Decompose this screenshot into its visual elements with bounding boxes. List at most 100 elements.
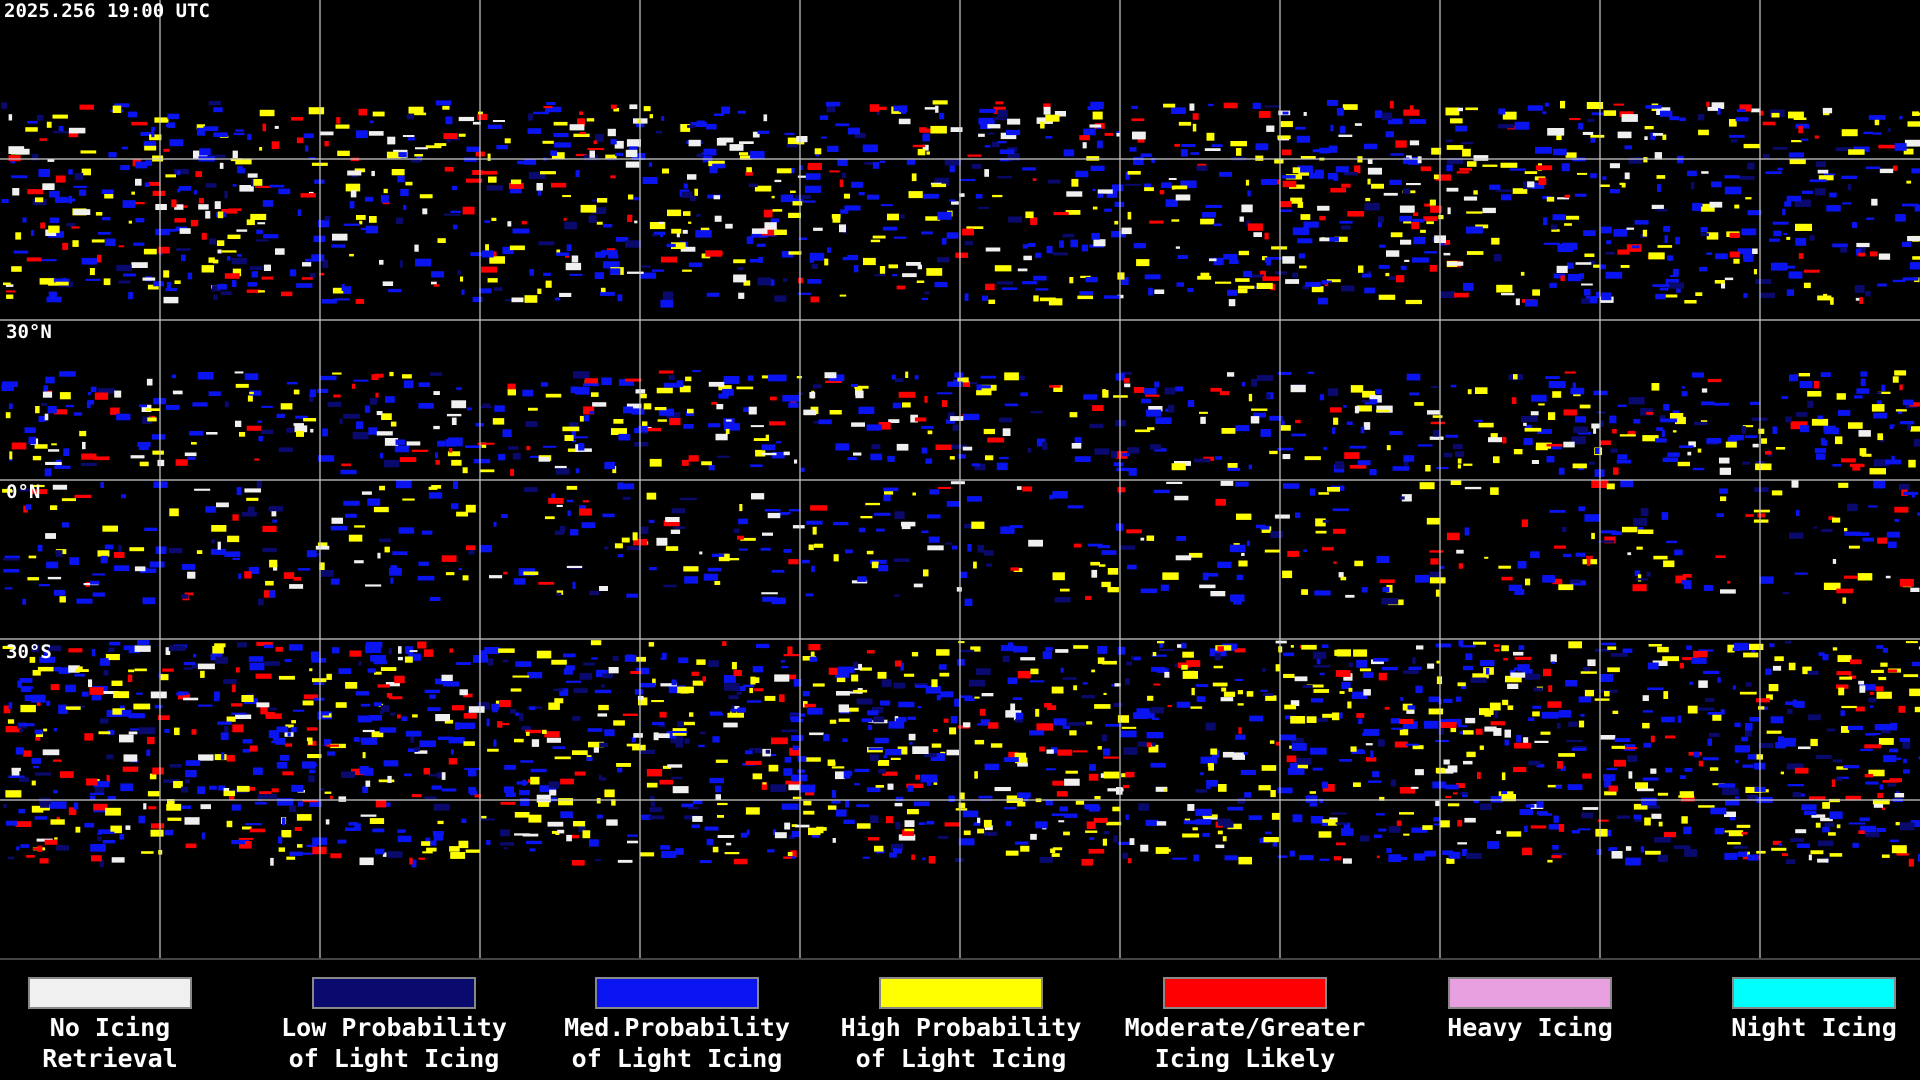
icing-pixel bbox=[896, 443, 909, 451]
icing-pixel bbox=[1553, 148, 1567, 156]
icing-pixel bbox=[1637, 574, 1642, 582]
icing-pixel bbox=[1824, 822, 1835, 827]
icing-pixel bbox=[360, 227, 377, 231]
icing-pixel bbox=[977, 828, 985, 834]
icing-pixel bbox=[275, 737, 286, 745]
icing-pixel bbox=[915, 684, 927, 688]
icing-pixel bbox=[39, 656, 56, 663]
icing-pixel bbox=[193, 190, 198, 195]
icing-pixel bbox=[394, 445, 409, 453]
icing-pixel bbox=[1318, 492, 1330, 495]
icing-pixel bbox=[1196, 696, 1206, 702]
icing-pixel bbox=[481, 815, 487, 821]
icing-pixel bbox=[1294, 676, 1308, 682]
icing-pixel bbox=[332, 372, 342, 375]
icing-pixel bbox=[370, 655, 386, 662]
icing-pixel bbox=[1861, 453, 1872, 457]
icing-pixel bbox=[1497, 124, 1514, 129]
icing-pixel bbox=[791, 831, 800, 838]
icing-pixel bbox=[1896, 852, 1909, 856]
icing-pixel bbox=[465, 445, 482, 448]
icing-pixel bbox=[1346, 421, 1353, 425]
icing-pixel bbox=[465, 849, 481, 853]
icing-pixel bbox=[294, 425, 308, 433]
icing-pixel bbox=[1484, 726, 1497, 732]
icing-pixel bbox=[867, 837, 880, 841]
icing-pixel bbox=[1151, 654, 1167, 657]
icing-pixel bbox=[1577, 828, 1591, 831]
icing-pixel bbox=[790, 718, 804, 723]
icing-pixel bbox=[922, 133, 930, 142]
icing-pixel bbox=[994, 265, 1012, 272]
icing-pixel bbox=[1002, 428, 1011, 436]
icing-pixel bbox=[1572, 382, 1576, 388]
icing-pixel bbox=[36, 115, 44, 121]
icing-pixel bbox=[718, 393, 729, 399]
icing-pixel bbox=[224, 726, 229, 732]
icing-pixel bbox=[255, 185, 272, 188]
icing-pixel bbox=[1823, 293, 1828, 301]
icing-pixel bbox=[107, 796, 117, 801]
icing-pixel bbox=[1457, 458, 1462, 464]
icing-pixel bbox=[1104, 295, 1121, 299]
icing-pixel bbox=[1790, 838, 1804, 843]
icing-pixel bbox=[1362, 732, 1380, 736]
icing-pixel bbox=[1105, 723, 1122, 727]
icing-pixel bbox=[1670, 275, 1679, 278]
icing-pixel bbox=[1174, 143, 1180, 147]
icing-pixel bbox=[1027, 447, 1032, 453]
icing-pixel bbox=[1701, 401, 1715, 406]
icing-pixel bbox=[445, 439, 463, 447]
icing-pixel bbox=[1719, 488, 1728, 494]
icing-pixel bbox=[1560, 275, 1565, 281]
icing-pixel bbox=[412, 714, 418, 718]
icing-pixel bbox=[1677, 715, 1682, 723]
icing-pixel bbox=[1114, 220, 1119, 225]
icing-pixel bbox=[1463, 282, 1474, 291]
icing-pixel bbox=[369, 216, 377, 223]
icing-pixel bbox=[31, 230, 35, 236]
icing-pixel bbox=[1466, 251, 1484, 255]
icing-pixel bbox=[1607, 667, 1620, 673]
icing-pixel bbox=[1319, 237, 1336, 242]
icing-pixel bbox=[1112, 184, 1124, 192]
icing-pixel bbox=[1536, 764, 1545, 768]
icing-pixel bbox=[1283, 673, 1295, 678]
icing-pixel bbox=[171, 199, 177, 208]
icing-pixel bbox=[1035, 821, 1048, 829]
icing-pixel bbox=[1566, 739, 1583, 743]
icing-pixel bbox=[1032, 178, 1037, 181]
icing-pixel bbox=[1842, 202, 1852, 205]
icing-pixel bbox=[960, 178, 976, 182]
icing-pixel bbox=[1604, 780, 1611, 788]
icing-pixel bbox=[1150, 707, 1165, 714]
icing-pixel bbox=[878, 422, 891, 430]
icing-pixel bbox=[1612, 429, 1617, 434]
icing-pixel bbox=[1690, 182, 1695, 190]
icing-pixel bbox=[260, 429, 274, 434]
icing-pixel bbox=[1, 381, 19, 387]
icing-pixel bbox=[53, 727, 58, 732]
icing-pixel bbox=[472, 296, 483, 303]
icing-pixel bbox=[1322, 520, 1329, 523]
icing-pixel bbox=[860, 516, 873, 519]
icing-pixel bbox=[73, 802, 79, 810]
icing-pixel bbox=[198, 204, 209, 210]
icing-pixel bbox=[887, 455, 895, 462]
icing-pixel bbox=[660, 234, 663, 238]
icing-pixel bbox=[123, 645, 138, 651]
icing-pixel bbox=[1878, 738, 1894, 745]
icing-pixel bbox=[1264, 105, 1281, 108]
icing-pixel bbox=[1772, 665, 1782, 671]
icing-pixel bbox=[1400, 697, 1404, 701]
icing-pixel bbox=[785, 780, 802, 785]
icing-pixel bbox=[262, 123, 267, 132]
icing-pixel bbox=[429, 597, 441, 601]
icing-pixel bbox=[540, 382, 549, 387]
icing-pixel bbox=[269, 184, 285, 188]
icing-pixel bbox=[526, 840, 543, 845]
icing-pixel bbox=[1430, 421, 1445, 425]
icing-pixel bbox=[444, 213, 461, 216]
icing-pixel bbox=[761, 592, 778, 595]
icing-pixel bbox=[1212, 682, 1228, 687]
